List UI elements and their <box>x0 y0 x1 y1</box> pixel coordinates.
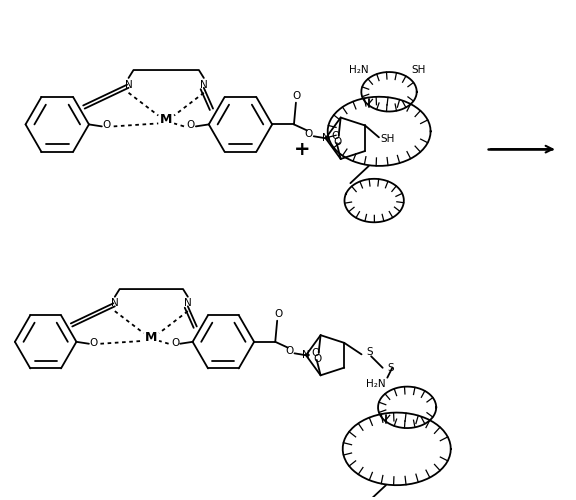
Text: S: S <box>366 348 373 358</box>
Text: +: + <box>294 140 310 158</box>
Text: O: O <box>171 338 180 347</box>
Text: N: N <box>184 298 192 308</box>
Text: O: O <box>293 90 301 101</box>
Text: O: O <box>334 138 342 147</box>
Text: N: N <box>124 80 132 90</box>
Text: N: N <box>200 80 208 90</box>
Text: H₂N: H₂N <box>350 65 369 75</box>
Text: O: O <box>187 120 195 130</box>
Text: O: O <box>313 354 322 364</box>
Text: O: O <box>286 346 294 356</box>
Text: O: O <box>332 131 340 141</box>
Text: H₂N: H₂N <box>366 380 386 390</box>
Text: M: M <box>160 113 172 126</box>
Text: N: N <box>111 298 119 308</box>
Text: SH: SH <box>381 134 395 144</box>
Text: O: O <box>312 348 320 358</box>
Text: M: M <box>145 330 157 344</box>
Text: SH: SH <box>411 65 426 75</box>
Text: O: O <box>305 130 313 140</box>
Text: S: S <box>388 363 394 373</box>
Text: O: O <box>103 120 111 130</box>
Text: O: O <box>89 338 98 347</box>
Text: N: N <box>302 350 310 360</box>
Text: O: O <box>274 309 282 319</box>
Text: N: N <box>322 134 329 143</box>
